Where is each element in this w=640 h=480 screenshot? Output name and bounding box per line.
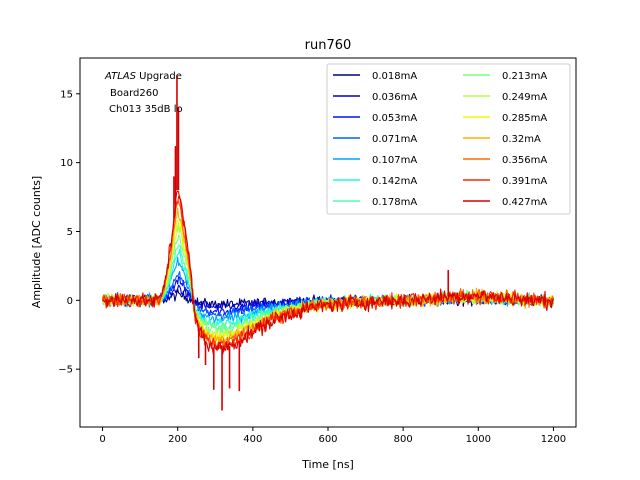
legend: 0.018mA 0.036mA 0.053mA 0.071mA 0.107mA 0.142…: [326, 63, 571, 215]
traces: [101, 75, 555, 411]
legend-label: 0.285mA: [502, 113, 547, 124]
chart-title: run760: [305, 38, 352, 53]
x-tick-label: 400: [243, 434, 262, 445]
legend-label: 0.142mA: [372, 176, 417, 187]
legend-label: 0.053mA: [372, 113, 417, 124]
legend-label: 0.018mA: [372, 71, 417, 82]
x-tick-label: 1200: [541, 434, 566, 445]
legend-label: 0.071mA: [372, 134, 417, 145]
legend-label: 0.036mA: [372, 92, 417, 103]
y-tick-label: −5: [58, 365, 73, 376]
y-tick-label: 15: [60, 89, 73, 100]
y-tick-label: 0: [67, 296, 73, 307]
legend-frame: [326, 63, 571, 215]
x-tick-label: 800: [394, 434, 413, 445]
annotation-atlas: ATLAS: [104, 71, 137, 82]
x-tick-label: 0: [99, 434, 105, 445]
y-axis-label: Amplitude [ADC counts]: [30, 176, 43, 308]
svg-text:ATLAS Upgrade: ATLAS Upgrade: [104, 71, 182, 82]
x-tick-label: 600: [318, 434, 337, 445]
x-tick-label: 1000: [466, 434, 491, 445]
y-tick-label: 5: [67, 227, 73, 238]
legend-label: 0.391mA: [502, 176, 547, 187]
legend-label: 0.356mA: [502, 155, 547, 166]
y-axis: −5 0 5 10 15: [58, 89, 80, 376]
y-tick-label: 10: [60, 158, 73, 169]
legend-label: 0.178mA: [372, 197, 417, 208]
legend-label: 0.32mA: [502, 134, 541, 145]
legend-label: 0.107mA: [372, 155, 417, 166]
x-axis: 0 200 400 600 800 1000 1200: [99, 427, 566, 445]
annotation-channel: Ch013 35dB lo: [109, 104, 183, 115]
series-line: [102, 190, 554, 356]
legend-label: 0.213mA: [502, 71, 547, 82]
annotation-upgrade: Upgrade: [136, 71, 182, 82]
annotation: ATLAS Upgrade Board260 Ch013 35dB lo: [104, 71, 183, 115]
annotation-board: Board260: [110, 88, 158, 99]
legend-label: 0.249mA: [502, 92, 547, 103]
x-tick-label: 200: [168, 434, 187, 445]
legend-label: 0.427mA: [502, 197, 547, 208]
x-axis-label: Time [ns]: [301, 458, 354, 471]
